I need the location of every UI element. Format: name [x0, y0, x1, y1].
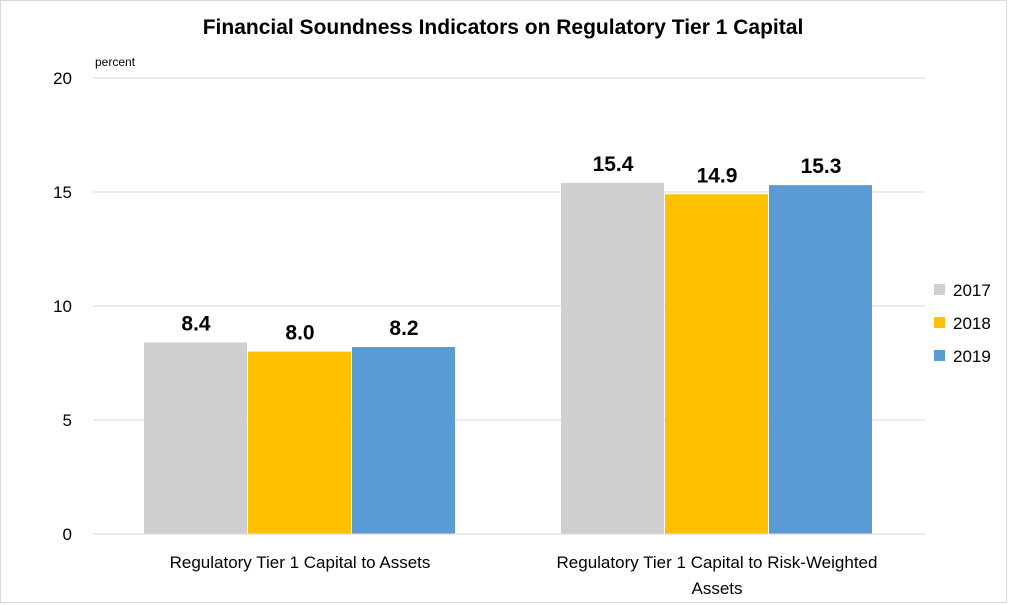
legend-swatch-2019: [934, 350, 945, 361]
y-tick-label: 10: [53, 297, 72, 316]
y-unit-label: percent: [95, 55, 136, 69]
bar-2018-1: [248, 351, 351, 534]
data-label-2019-2: 15.3: [801, 155, 842, 178]
y-tick-label: 0: [63, 525, 72, 544]
bar-2018-2: [665, 194, 768, 534]
legend: 2017 2018 2019: [934, 281, 991, 366]
category-label: Assets: [691, 579, 742, 598]
bar-2017-1: [144, 342, 247, 534]
legend-label-2018: 2018: [953, 314, 991, 333]
y-tick-label: 20: [53, 69, 72, 88]
data-label-2017-2: 15.4: [593, 153, 634, 176]
data-label-2018-1: 8.0: [285, 322, 314, 345]
legend-swatch-2018: [934, 317, 945, 328]
data-label-2018-2: 14.9: [697, 164, 738, 187]
y-tick-label: 15: [53, 183, 72, 202]
data-labels: 8.4 15.4 8.0 14.9 8.2 15.3: [181, 153, 841, 345]
y-tick-label: 5: [63, 411, 72, 430]
data-label-2019-1: 8.2: [389, 317, 418, 340]
bar-2019-2: [769, 185, 872, 534]
bar-2019-1: [352, 347, 455, 534]
data-label-2017-1: 8.4: [181, 312, 211, 335]
y-axis-ticks: 0 5 10 15 20: [53, 69, 72, 544]
chart-title: Financial Soundness Indicators on Regula…: [203, 16, 804, 39]
category-label: Regulatory Tier 1 Capital to Risk-Weight…: [557, 553, 878, 572]
legend-label-2017: 2017: [953, 281, 991, 300]
bar-2017-2: [561, 182, 664, 534]
legend-label-2019: 2019: [953, 347, 991, 366]
x-axis-categories: Regulatory Tier 1 Capital to Assets Regul…: [170, 553, 878, 598]
category-label: Regulatory Tier 1 Capital to Assets: [170, 553, 431, 572]
legend-swatch-2017: [934, 284, 945, 295]
bars: [144, 182, 872, 534]
